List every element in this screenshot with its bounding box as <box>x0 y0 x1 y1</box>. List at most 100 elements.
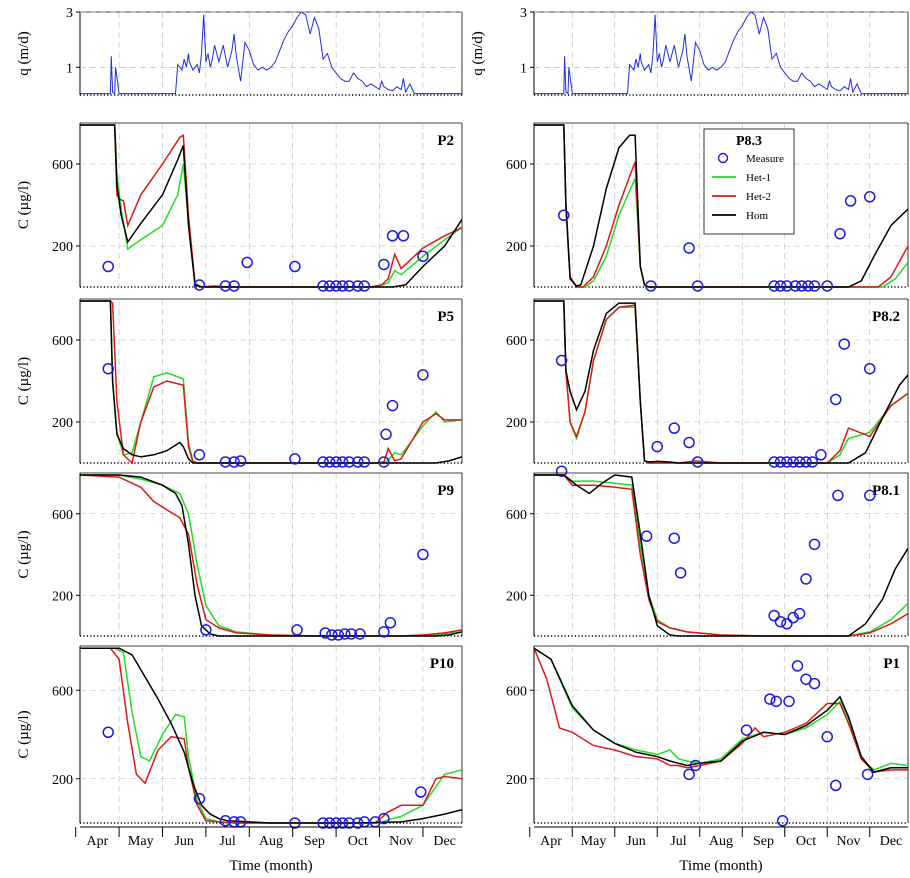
series-het-1-line <box>534 474 908 637</box>
panel-P1: 200 600 P1 Apr May Jun Jul Aug Sep Oct Nov Dec Time … <box>506 645 909 874</box>
x-tick-label: Nov <box>389 834 413 849</box>
panel-P10: 200 600 C (µg/l) P10 Apr May Jun Jul Aug Sep Oct No… <box>16 645 463 874</box>
measure-point <box>378 626 390 638</box>
series-het-2-line <box>80 647 462 824</box>
legend-entry-label: Hom <box>746 210 768 222</box>
measure-point <box>193 279 206 291</box>
measure-point <box>336 280 349 292</box>
legend-entry-label: Het-1 <box>746 172 771 184</box>
measure-point <box>386 399 399 412</box>
y-tick-label: 600 <box>52 684 73 699</box>
x-tick-label: Apr <box>540 834 562 849</box>
measure-point <box>821 280 833 292</box>
y-tick-label: 200 <box>506 240 527 255</box>
measure-point <box>332 629 345 641</box>
series-het-2-line <box>80 474 462 637</box>
measure-point <box>336 456 349 468</box>
measure-point <box>674 567 687 579</box>
measure-point <box>774 280 787 292</box>
legend-entry-label: Het-2 <box>746 191 771 203</box>
measure-point <box>808 677 821 690</box>
panel-title: P10 <box>430 656 454 672</box>
measure-point <box>808 538 821 551</box>
series-hom-line <box>80 474 462 637</box>
y-axis-label: C (µg/l) <box>16 710 32 758</box>
measure-point <box>796 280 808 292</box>
measure-point <box>764 693 776 705</box>
measure-point <box>806 456 819 468</box>
measure-point <box>683 242 695 254</box>
x-tick-label: Nov <box>836 834 860 849</box>
y-axis-label: C (µg/l) <box>16 181 32 229</box>
series-hom-line <box>80 124 462 288</box>
series-het-1-line <box>534 647 908 771</box>
y-tick-label: 200 <box>506 773 527 788</box>
y-tick-label: 600 <box>52 334 73 349</box>
y-tick-label: 600 <box>506 158 527 173</box>
x-tick-label: Jul <box>670 834 686 849</box>
panel-title: P1 <box>883 656 900 672</box>
measure-point <box>668 532 680 544</box>
panel-P5: 200 600 C (µg/l) P5 <box>16 298 463 468</box>
measure-point <box>768 280 780 292</box>
measure-point <box>378 812 390 825</box>
series-hom-line <box>80 647 462 824</box>
x-tick-label: May <box>128 834 154 849</box>
measure-point <box>358 456 371 468</box>
measure-point <box>352 456 364 468</box>
measure-point <box>289 260 301 273</box>
measure-point <box>838 338 850 350</box>
measure-point <box>339 628 351 640</box>
panel-P2: 200 600 C (µg/l) P2 <box>16 122 463 292</box>
x-tick-label: Aug <box>709 834 733 849</box>
measure-point <box>774 615 787 628</box>
measure-point <box>789 280 802 292</box>
measure-point <box>228 456 240 468</box>
measure-point <box>102 726 114 739</box>
x-tick-label: Aug <box>259 834 283 849</box>
y-tick-label: 200 <box>52 416 73 431</box>
legend-measure-marker <box>717 152 729 164</box>
panel-P9: 200 600 C (µg/l) P9 <box>16 472 463 641</box>
legend-box <box>703 128 795 235</box>
measure-point <box>378 456 390 468</box>
measure-point <box>830 393 842 406</box>
y-tick-label: 200 <box>506 589 527 604</box>
q-line <box>534 12 908 95</box>
measure-point <box>781 456 793 468</box>
panel-q-right: 1 3 q (m/d) <box>470 6 909 96</box>
y-tick-label: 3 <box>66 6 73 21</box>
series-hom-line <box>534 300 908 464</box>
q-line <box>80 12 462 95</box>
measure-point <box>384 617 397 629</box>
measure-point <box>415 786 427 798</box>
measure-point <box>417 548 429 561</box>
measure-point <box>336 817 349 829</box>
y-tick-label: 200 <box>52 773 73 788</box>
series-het-2-line <box>534 647 908 773</box>
y-tick-label: 3 <box>520 6 527 21</box>
measure-point <box>102 260 114 273</box>
legend-title: P8.3 <box>736 134 762 149</box>
measure-point <box>683 436 695 449</box>
legend-entry-label: Measure <box>746 153 784 165</box>
measure-point <box>193 449 206 461</box>
measure-point <box>864 191 876 203</box>
x-tick-label: Jun <box>626 834 645 849</box>
series-het-1-line <box>80 647 462 824</box>
measure-point <box>291 624 303 636</box>
y-tick-label: 1 <box>66 61 73 76</box>
y-tick-label: 200 <box>52 240 73 255</box>
measure-point <box>343 280 355 292</box>
measure-point <box>323 456 336 468</box>
measure-point <box>343 817 355 829</box>
measure-point <box>834 227 846 240</box>
measure-point <box>691 280 704 292</box>
y-axis-label: C (µg/l) <box>16 357 32 405</box>
panel-P8-3: 200 600 P8.3 Measure Het-1 Het-2 Hom <box>506 122 909 292</box>
measure-point <box>689 759 702 772</box>
measure-point <box>793 607 806 620</box>
measure-point <box>740 724 753 736</box>
series-het-2-line <box>80 300 462 465</box>
measure-point <box>219 456 232 468</box>
